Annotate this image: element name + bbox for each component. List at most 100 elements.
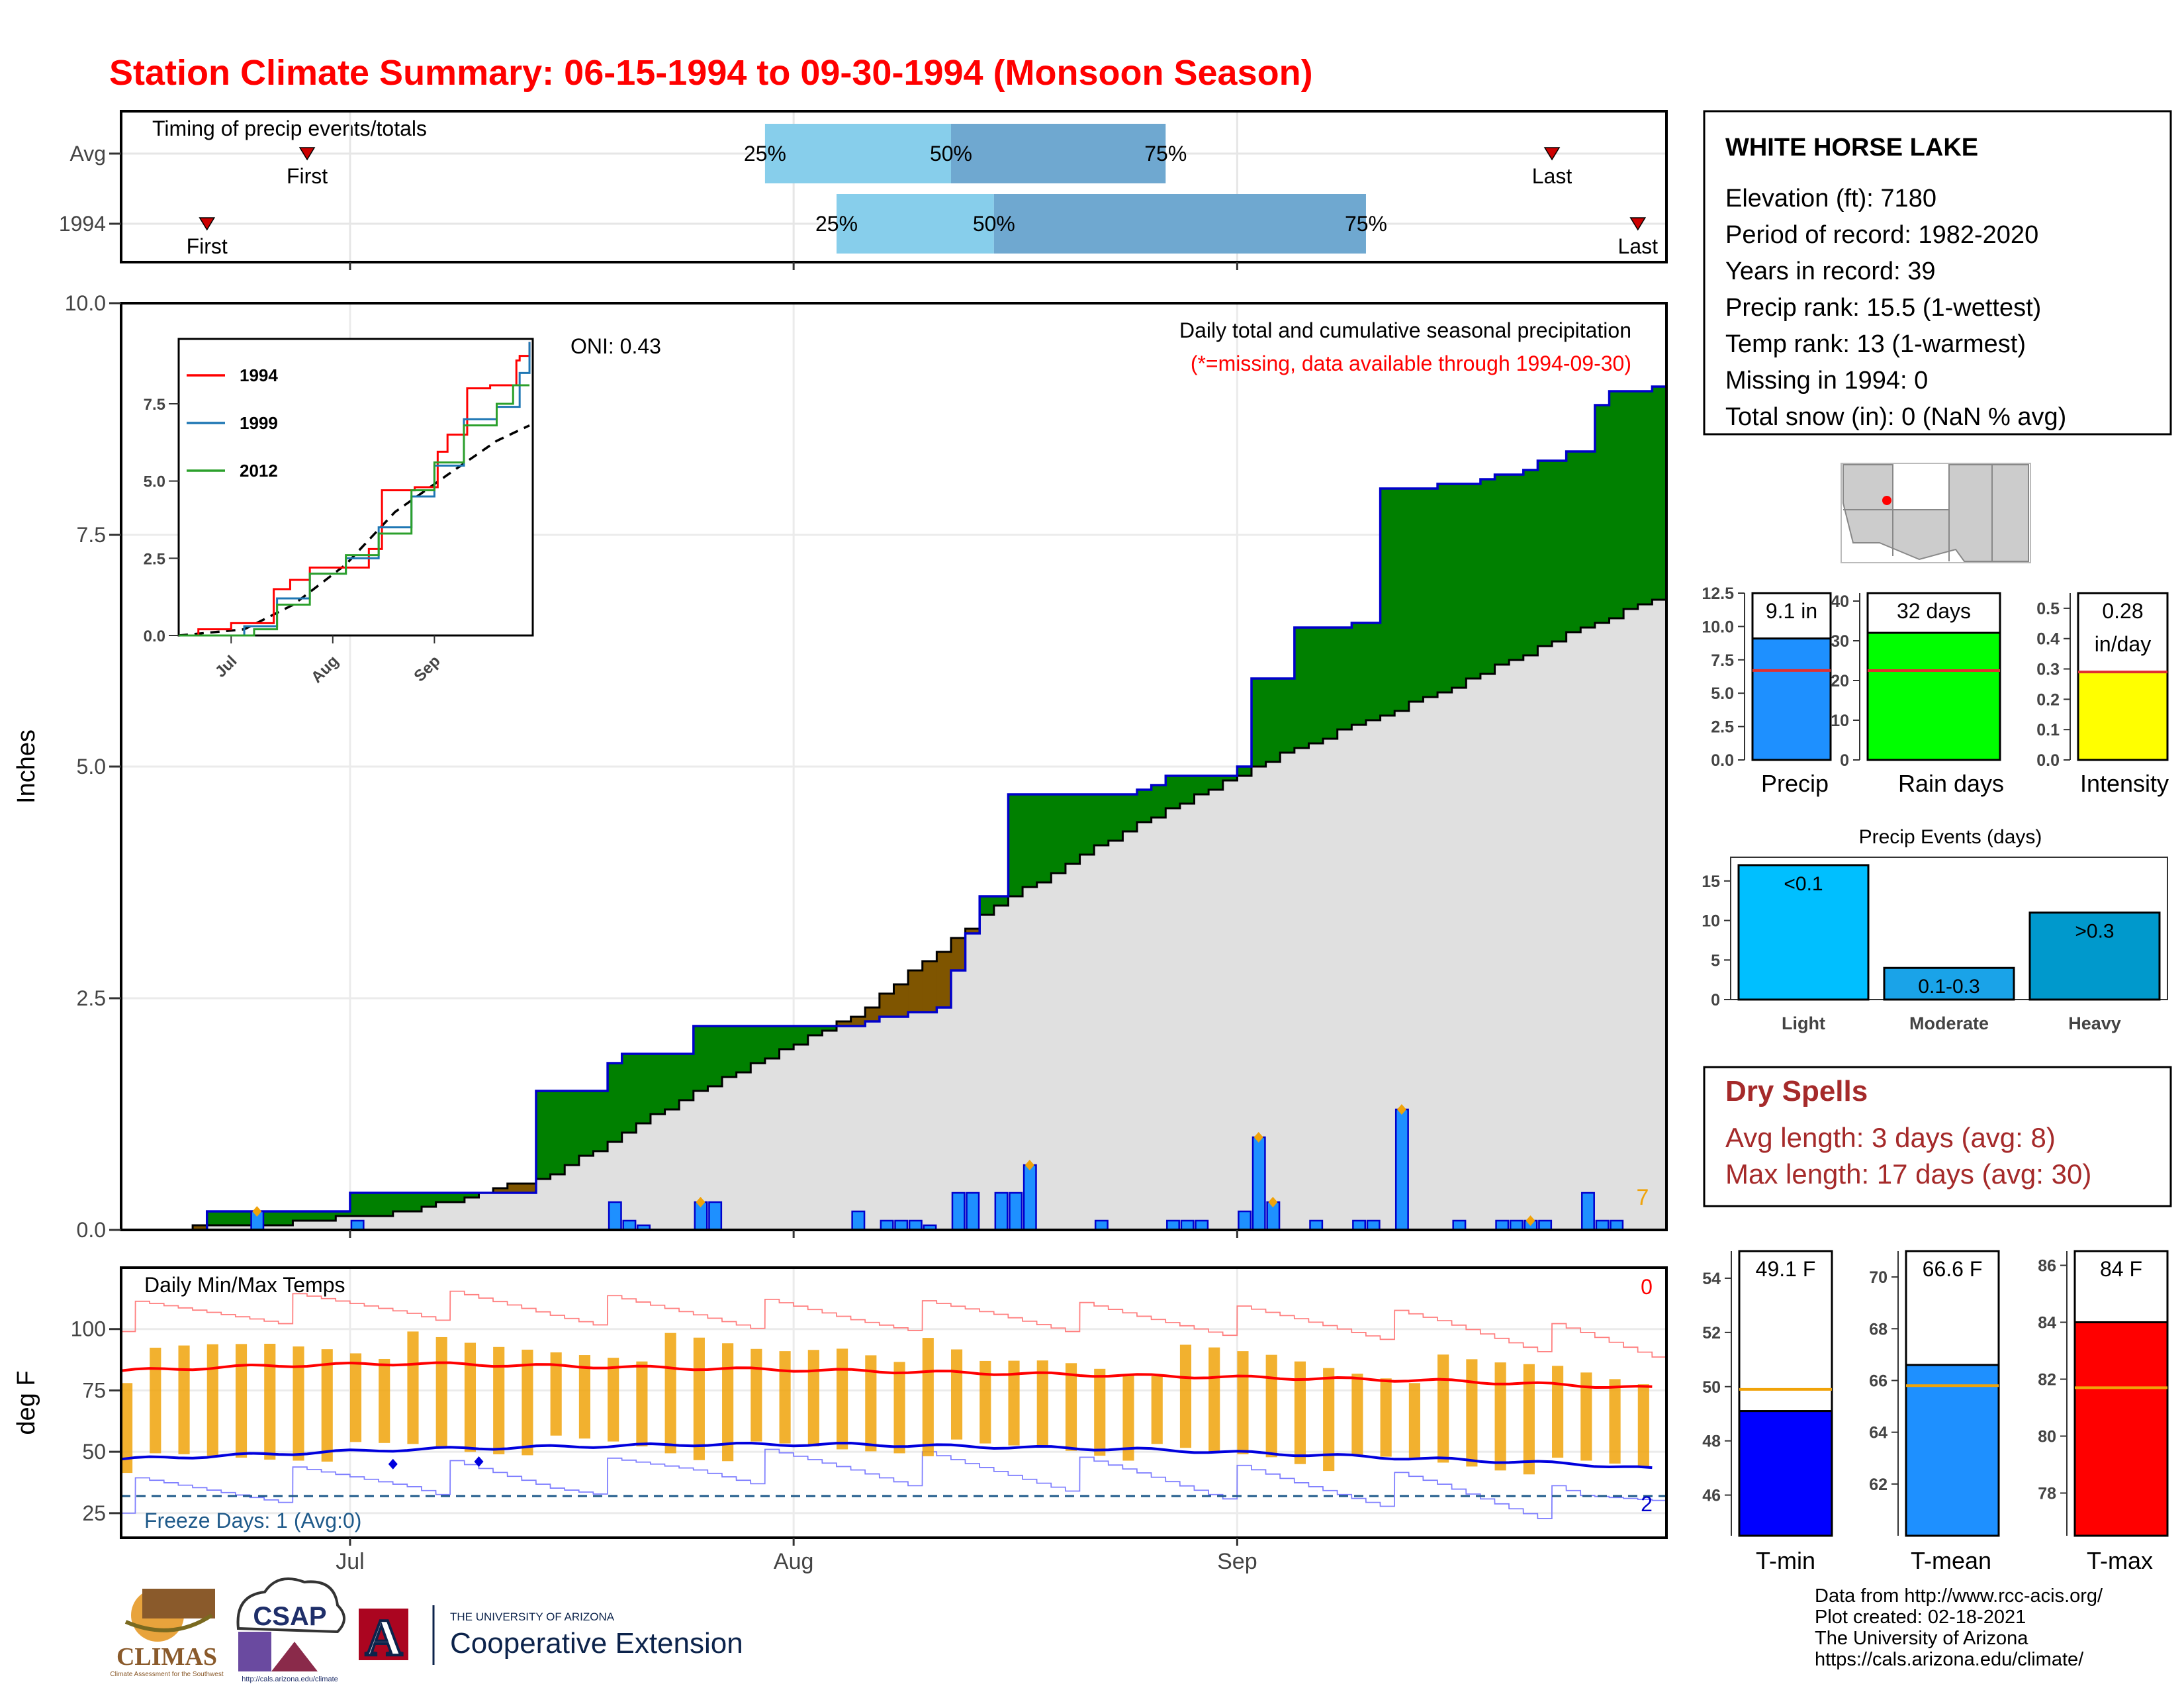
- inset-ytick-label: 7.5: [144, 396, 165, 414]
- temp-ytick-label: 100: [71, 1317, 106, 1341]
- month-xtick-label: Sep: [1217, 1549, 1257, 1574]
- daily-temp-range-bar: [722, 1343, 734, 1462]
- station-name: WHITE HORSE LAKE: [1725, 134, 1978, 162]
- above-avg-fill: [422, 1193, 437, 1207]
- above-avg-fill: [1280, 679, 1295, 753]
- events-bar-value-label: >0.3: [2075, 921, 2114, 943]
- below-avg-fill: [965, 929, 980, 933]
- ua-logo-block: [359, 1609, 408, 1660]
- daily-temp-range-bar: [865, 1355, 877, 1452]
- events-category-label: Heavy: [2068, 1013, 2121, 1033]
- above-avg-fill: [650, 1054, 666, 1114]
- daily-temp-range-bar: [1094, 1368, 1106, 1456]
- events-bar-value-label: 0.1-0.3: [1918, 976, 1979, 998]
- temp-count-min: 2: [1641, 1492, 1653, 1516]
- daily-precip-bar: [1394, 1108, 1409, 1231]
- above-avg-fill: [550, 1091, 565, 1174]
- above-avg-fill: [764, 1026, 780, 1058]
- map-states: [1843, 464, 2029, 562]
- inset-ytick-label: 0.0: [144, 628, 165, 645]
- below-avg-fill: [193, 1225, 208, 1230]
- daily-precip-marker-icon: [1268, 1197, 1278, 1207]
- above-avg-fill: [794, 1026, 809, 1045]
- daily-temp-range-bar: [1466, 1359, 1478, 1467]
- above-avg-fill: [1094, 794, 1109, 845]
- daily-temp-range-bar: [1265, 1354, 1277, 1458]
- temp-bar-t-mean: [1905, 1364, 2000, 1537]
- daily-precip-bar: [1595, 1219, 1610, 1231]
- temp-bar-t-min: [1738, 1410, 1833, 1537]
- small-bar-ytick-label: 2.5: [1711, 718, 1734, 737]
- above-avg-fill: [1623, 391, 1639, 609]
- above-avg-fill: [1437, 484, 1453, 692]
- temp-bar-ytick-label: 52: [1702, 1324, 1721, 1342]
- daily-temp-range-bar: [1523, 1364, 1535, 1475]
- precip-summary-bars: 0.0 2.5 5.0 7.5 10.0 12.5 9.1 in Precip 0 10 20 30 4…: [1702, 585, 2169, 797]
- precip-ytick-label: 2.5: [77, 986, 106, 1010]
- month-xtick-label: Jul: [336, 1549, 364, 1574]
- small-bar-ytick-label: 30: [1831, 632, 1849, 651]
- daily-temp-range-bar: [837, 1348, 848, 1450]
- timing-row-label: Avg: [69, 142, 106, 165]
- above-avg-fill: [364, 1193, 379, 1216]
- record-min-step-line: [121, 1448, 1666, 1519]
- small-bar-ytick-label: 0.0: [1711, 751, 1734, 770]
- inset-series-line-1994: [179, 342, 531, 637]
- daily-precip-bar: [708, 1201, 723, 1231]
- above-avg-fill: [450, 1193, 465, 1202]
- small-bar-value-label: 32 days: [1897, 599, 1971, 623]
- daily-temp-range-bar: [1494, 1362, 1506, 1471]
- above-avg-fill: [1036, 794, 1052, 882]
- timing-panel: Timing of precip events/totals Avg 25% 50%…: [59, 110, 1668, 270]
- daily-precip-bar: [1251, 1136, 1266, 1231]
- small-bar-ytick-label: 40: [1831, 592, 1849, 611]
- inset-legend-label-1999: 1999: [240, 413, 278, 433]
- daily-temp-range-bar: [751, 1348, 762, 1442]
- credit-line: Plot created: 02-18-2021: [1815, 1607, 2026, 1628]
- daily-temp-range-bar: [206, 1344, 218, 1456]
- above-avg-fill: [379, 1193, 394, 1216]
- above-avg-fill: [1194, 776, 1209, 794]
- station-location-marker: [1882, 496, 1891, 505]
- oni-label: ONI: 0.43: [570, 334, 661, 358]
- above-avg-fill: [979, 896, 995, 915]
- daily-temp-range-bar: [1237, 1351, 1249, 1454]
- daily-precip-bar: [1581, 1192, 1595, 1231]
- daily-temp-range-bar: [807, 1350, 819, 1447]
- daily-temp-range-bar: [1208, 1347, 1220, 1452]
- above-avg-fill: [535, 1091, 551, 1179]
- temp-bar-category-label: T-max: [2087, 1547, 2153, 1574]
- above-avg-fill: [779, 1026, 794, 1049]
- temp-bar-label-box: [2073, 1250, 2169, 1323]
- above-avg-fill: [1222, 776, 1238, 780]
- daily-temp-range-bar: [379, 1358, 390, 1443]
- daily-precip-bar: [1538, 1219, 1553, 1231]
- daily-temp-range-bar: [922, 1338, 934, 1456]
- daily-temp-range-bar: [1351, 1374, 1363, 1455]
- above-avg-fill: [435, 1193, 451, 1202]
- precip-ytick-label: 5.0: [77, 755, 106, 778]
- daily-temp-range-bar: [578, 1355, 590, 1439]
- csap-bars-icon: [238, 1632, 271, 1671]
- precip-ytick-label: 7.5: [77, 523, 106, 547]
- inset-legend-label-1994: 1994: [240, 365, 278, 385]
- above-avg-fill: [1394, 489, 1410, 711]
- temp-bar-ytick-label: 84: [2038, 1314, 2056, 1333]
- daily-precip-bar: [966, 1192, 980, 1231]
- small-bar-ytick-label: 0: [1840, 751, 1849, 770]
- timing-q25-label: 25%: [744, 142, 786, 165]
- daily-temp-range-bar: [550, 1352, 562, 1436]
- small-bar-ytick-label: 20: [1831, 672, 1849, 690]
- dry-spells-frame: [1703, 1066, 2172, 1207]
- daily-precip-bar: [851, 1210, 866, 1231]
- above-avg-fill: [1523, 470, 1538, 655]
- daily-precip-bar: [1366, 1219, 1381, 1231]
- above-avg-fill: [736, 1026, 751, 1072]
- daily-temp-range-bar: [407, 1331, 419, 1444]
- small-bar-label-box: [1866, 592, 2001, 634]
- dry-spells-max: Max length: 17 days (avg: 30): [1725, 1158, 2091, 1190]
- timing-first-marker-icon: [298, 147, 316, 161]
- above-avg-fill: [664, 1054, 680, 1109]
